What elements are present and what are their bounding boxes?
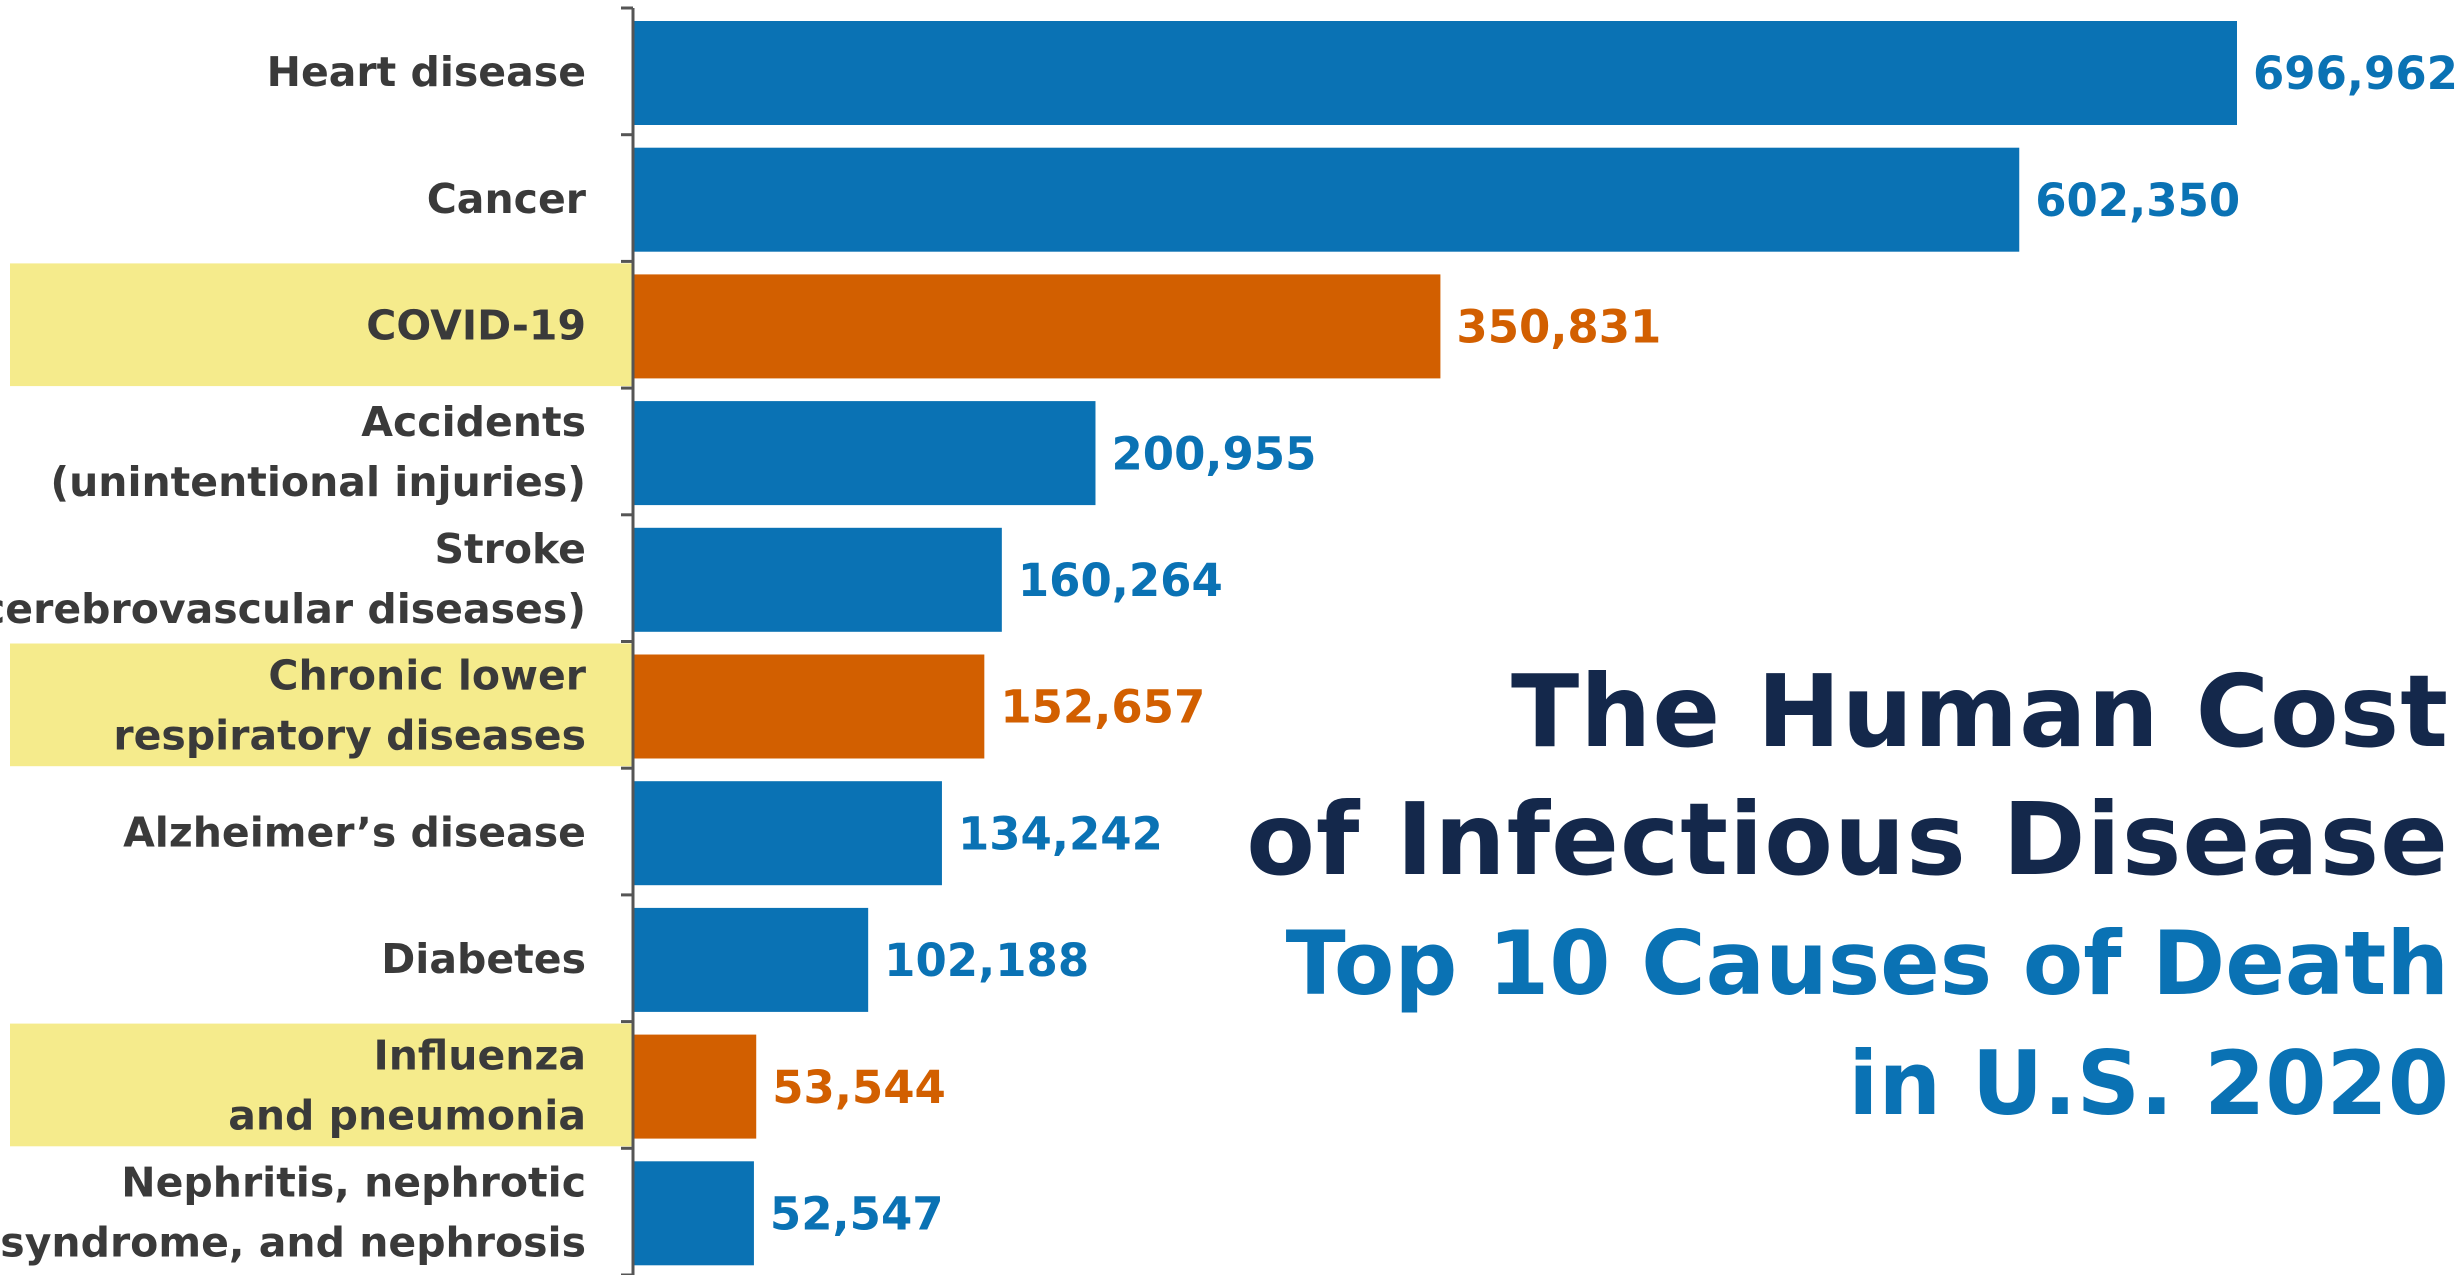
category-label: syndrome, and nephrosis — [0, 1218, 586, 1266]
chart-subtitle-line-1: Top 10 Causes of Death — [1285, 912, 2449, 1015]
data-label: 200,955 — [1111, 427, 1316, 480]
category-highlight-bg — [10, 643, 633, 767]
bar — [633, 1161, 754, 1266]
chart-title-block: The Human Cost of Infectious Disease Top… — [1246, 648, 2449, 1144]
data-label: 134,242 — [958, 807, 1163, 860]
category-label: Diabetes — [381, 935, 586, 983]
data-label: 160,264 — [1018, 554, 1223, 607]
bar — [633, 401, 1096, 506]
data-label: 52,547 — [770, 1188, 944, 1241]
bar — [633, 21, 2237, 125]
bar — [633, 147, 2020, 252]
data-label: 152,657 — [1000, 681, 1205, 734]
category-highlight-bg — [10, 1023, 633, 1147]
category-label: Chronic lower — [268, 652, 586, 700]
data-label: 53,544 — [772, 1061, 946, 1114]
data-label: 602,350 — [2035, 174, 2240, 227]
bar — [633, 527, 1002, 632]
data-label: 102,188 — [884, 934, 1089, 987]
bar — [633, 274, 1441, 379]
category-label: (unintentional injuries) — [50, 458, 586, 506]
chart-title-line-2: of Infectious Disease — [1246, 781, 2449, 898]
bar — [633, 654, 985, 759]
category-label: Influenza — [373, 1032, 586, 1080]
data-label: 350,831 — [1456, 301, 1661, 354]
category-label: and pneumonia — [228, 1092, 586, 1140]
data-label: 696,962 — [2253, 47, 2458, 100]
bar — [633, 907, 869, 1012]
chart-title-line-1: The Human Cost — [1510, 653, 2449, 770]
bar — [633, 1034, 757, 1139]
category-label: Alzheimer’s disease — [123, 808, 586, 856]
category-label: Nephritis, nephrotic — [121, 1158, 586, 1206]
category-label: Heart disease — [267, 48, 586, 96]
category-label: (cerebrovascular diseases) — [0, 585, 586, 633]
chart-subtitle-line-2: in U.S. 2020 — [1848, 1032, 2449, 1135]
category-label: Cancer — [427, 175, 587, 223]
category-label: Stroke — [435, 525, 587, 573]
category-label: COVID-19 — [366, 302, 586, 350]
category-highlight-bg — [10, 263, 633, 387]
bar — [633, 781, 942, 886]
category-label: Accidents — [361, 398, 586, 446]
category-label: respiratory diseases — [113, 712, 586, 760]
